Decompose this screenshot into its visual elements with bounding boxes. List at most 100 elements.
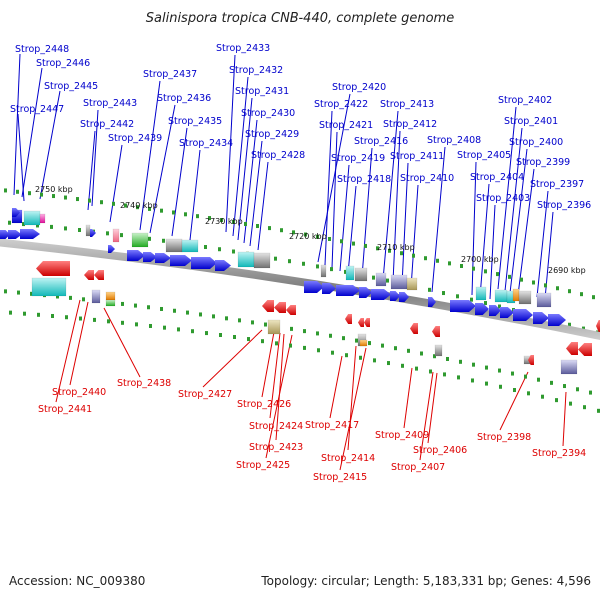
track-dot bbox=[472, 266, 475, 271]
forward-gene-arrow bbox=[359, 287, 372, 298]
leader-line bbox=[403, 367, 413, 429]
track-dot bbox=[149, 323, 152, 328]
gene-label-strop-2418: Strop_2418 bbox=[337, 174, 391, 185]
track-dot bbox=[597, 408, 600, 413]
leader-line bbox=[257, 161, 269, 251]
gene-label-strop-2407: Strop_2407 bbox=[391, 462, 445, 473]
track-dot bbox=[407, 348, 410, 353]
track-dot bbox=[65, 315, 68, 320]
track-dot bbox=[304, 232, 307, 237]
gene-label-strop-2411: Strop_2411 bbox=[390, 151, 444, 162]
feature-block bbox=[165, 238, 183, 253]
track-dot bbox=[556, 286, 559, 291]
feature-block bbox=[267, 319, 281, 335]
track-dot bbox=[79, 316, 82, 321]
reverse-gene-arrow bbox=[84, 270, 94, 280]
forward-gene-arrow bbox=[322, 283, 336, 294]
track-dot bbox=[508, 274, 511, 279]
leader-line bbox=[55, 299, 81, 403]
gene-label-strop-2410: Strop_2410 bbox=[400, 173, 454, 184]
gene-label-strop-2405: Strop_2405 bbox=[457, 150, 511, 161]
genome-summary-text: Topology: circular; Length: 5,183,331 bp… bbox=[260, 574, 591, 588]
track-dot bbox=[100, 200, 103, 205]
leader-line bbox=[249, 140, 263, 247]
track-dot bbox=[328, 236, 331, 241]
reverse-gene-arrow bbox=[358, 318, 364, 327]
feature-block bbox=[105, 291, 116, 301]
track-dot bbox=[457, 375, 460, 380]
track-dot bbox=[275, 341, 278, 346]
leader-line bbox=[361, 147, 373, 278]
track-dot bbox=[329, 333, 332, 338]
track-dot bbox=[428, 287, 431, 292]
track-dot bbox=[124, 203, 127, 208]
track-dot bbox=[569, 401, 572, 406]
track-dot bbox=[583, 405, 586, 410]
track-dot bbox=[288, 259, 291, 264]
leader-line bbox=[189, 149, 201, 241]
leader-line bbox=[21, 67, 43, 198]
forward-gene-arrow bbox=[450, 300, 476, 312]
track-dot bbox=[340, 239, 343, 244]
feature-block bbox=[131, 232, 149, 248]
track-dot bbox=[412, 253, 415, 258]
track-dot bbox=[448, 261, 451, 266]
track-dot bbox=[204, 245, 207, 250]
gene-label-strop-2447: Strop_2447 bbox=[10, 104, 64, 115]
track-dot bbox=[233, 334, 236, 339]
forward-gene-arrow bbox=[20, 229, 40, 239]
track-dot bbox=[498, 304, 501, 309]
track-dot bbox=[134, 303, 137, 308]
track-dot bbox=[344, 269, 347, 274]
track-dot bbox=[191, 329, 194, 334]
feature-block bbox=[112, 228, 120, 243]
feature-block bbox=[406, 277, 418, 291]
leader-line bbox=[499, 371, 529, 431]
leader-line bbox=[317, 93, 351, 263]
accession-text: Accession: NC_009380 bbox=[9, 574, 145, 588]
track-dot bbox=[205, 331, 208, 336]
gene-label-strop-2441: Strop_2441 bbox=[38, 404, 92, 415]
track-dot bbox=[37, 312, 40, 317]
track-dot bbox=[280, 228, 283, 233]
tick-2710: 2710 kbp bbox=[377, 243, 415, 252]
feature-block bbox=[85, 224, 91, 237]
track-dot bbox=[386, 278, 389, 283]
track-dot bbox=[459, 359, 462, 364]
track-dot bbox=[415, 366, 418, 371]
feature-block bbox=[518, 290, 532, 305]
forward-gene-arrow bbox=[336, 285, 360, 296]
gene-label-strop-2440: Strop_2440 bbox=[52, 387, 106, 398]
feature-block bbox=[560, 359, 578, 375]
feature-block bbox=[375, 272, 387, 287]
track-dot bbox=[251, 320, 254, 325]
track-dot bbox=[261, 339, 264, 344]
tick-2730: 2730 kbp bbox=[205, 217, 243, 226]
gene-label-strop-2397: Strop_2397 bbox=[530, 179, 584, 190]
gene-label-strop-2396: Strop_2396 bbox=[537, 200, 591, 211]
track-dot bbox=[219, 333, 222, 338]
feature-blocks bbox=[11, 209, 578, 375]
track-dot bbox=[496, 272, 499, 277]
track-dot bbox=[471, 378, 474, 383]
leader-line bbox=[149, 104, 176, 234]
track-dot bbox=[302, 261, 305, 266]
tick-2700: 2700 kbp bbox=[461, 255, 499, 264]
reverse-gene-arrow bbox=[528, 355, 534, 365]
track-dot bbox=[429, 369, 432, 374]
gene-label-strop-2414: Strop_2414 bbox=[321, 453, 375, 464]
track-dot bbox=[485, 365, 488, 370]
track-dot bbox=[303, 345, 306, 350]
track-dot bbox=[330, 267, 333, 272]
track-dot bbox=[4, 188, 7, 193]
track-dot bbox=[524, 374, 527, 379]
track-dot bbox=[147, 305, 150, 310]
track-dot bbox=[499, 384, 502, 389]
track-dot bbox=[470, 297, 473, 302]
track-dot bbox=[498, 368, 501, 373]
track-dot bbox=[511, 371, 514, 376]
feature-block bbox=[181, 239, 199, 253]
gene-label-strop-2406: Strop_2406 bbox=[413, 445, 467, 456]
track-dot bbox=[372, 275, 375, 280]
track-dot bbox=[582, 326, 585, 331]
